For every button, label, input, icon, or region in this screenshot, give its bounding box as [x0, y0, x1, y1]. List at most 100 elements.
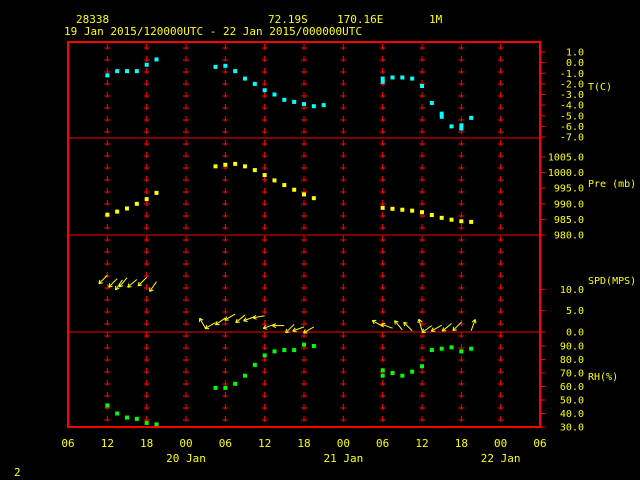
y-tick-label: 1005.0: [548, 153, 584, 164]
temperature-point: [252, 81, 257, 86]
rh-point: [292, 348, 297, 353]
y-tick-label: -2.0: [560, 79, 584, 90]
temperature-point: [410, 76, 415, 81]
pressure-point: [223, 162, 228, 167]
temperature-point: [223, 63, 228, 68]
temperature-axis-label: T(C): [588, 82, 612, 93]
wind-barb: [204, 322, 216, 330]
temperature-point: [115, 69, 120, 74]
rh-point: [469, 346, 474, 351]
x-day-label: 21 Jan: [323, 452, 363, 465]
grid-layer: [68, 44, 545, 428]
wind-barb: [285, 323, 295, 334]
x-day-label: 20 Jan: [166, 452, 206, 465]
wind-barb: [98, 274, 108, 285]
pressure-point: [233, 161, 238, 166]
pressure-point: [252, 168, 257, 173]
wind-barb: [380, 322, 393, 329]
x-tick-label: 00: [337, 437, 350, 450]
x-day-label: 22 Jan: [481, 452, 521, 465]
temperature-point: [105, 73, 110, 78]
wind-barb: [118, 277, 128, 288]
rh-point: [233, 381, 238, 386]
rh-point: [223, 385, 228, 390]
chart-header: 28338 72.19S 170.16E 1M 19 Jan 2015/1200…: [64, 13, 443, 38]
temperature-point: [420, 84, 424, 88]
x-tick-label: 12: [258, 437, 271, 450]
temperature-point: [321, 103, 326, 108]
pressure-point: [311, 196, 316, 201]
pressure-point: [380, 205, 385, 210]
y-tick-label: 5.0: [566, 306, 584, 317]
wind-barb: [127, 279, 138, 288]
y-tick-label: 990.0: [554, 199, 584, 210]
rh-axis-label: RH(%): [588, 372, 618, 383]
temperature-point: [380, 76, 385, 81]
station-id: 28338: [76, 13, 109, 26]
pressure-point: [400, 207, 405, 212]
pressure-point: [282, 183, 287, 188]
y-tick-label: 50.0: [560, 396, 584, 407]
x-tick-label: 06: [376, 437, 389, 450]
temperature-point: [449, 124, 454, 129]
pressure-point: [429, 213, 434, 218]
page-number: 2: [14, 466, 21, 479]
y-tick-label: 80.0: [560, 355, 584, 366]
wind-barb: [292, 326, 305, 333]
pressure-point: [292, 187, 297, 192]
wind-barb: [149, 281, 157, 292]
rh-point: [380, 373, 385, 378]
rh-point: [105, 403, 110, 408]
wind-barb: [224, 313, 236, 321]
x-tick-label: 00: [179, 437, 192, 450]
rh-point: [262, 353, 267, 358]
pressure-point: [243, 164, 247, 169]
pressure-point: [105, 212, 110, 217]
rh-point: [154, 422, 159, 427]
pressure-point: [459, 219, 464, 224]
wind-barb: [215, 317, 226, 326]
wind-barb: [115, 279, 123, 291]
pressure-point: [390, 206, 395, 211]
station-latitude: 72.19S: [268, 13, 308, 26]
x-tick-label: 18: [297, 437, 310, 450]
y-tick-label: 0.0: [566, 328, 584, 339]
rh-point: [115, 411, 120, 416]
y-tick-label: 1000.0: [548, 168, 584, 179]
wind-barb: [430, 324, 442, 332]
temperature-point: [272, 92, 277, 97]
y-tick-label: 1.0: [566, 48, 584, 59]
temperature-point: [429, 101, 434, 105]
temperature-point: [469, 115, 474, 120]
temperature-point: [459, 123, 464, 128]
temperature-point: [400, 75, 405, 80]
rh-point: [252, 362, 257, 367]
rh-point: [272, 349, 277, 354]
y-tick-label: 40.0: [560, 409, 584, 420]
wind-barb: [303, 326, 315, 334]
y-tick-label: -5.0: [560, 111, 584, 122]
wind-barb: [452, 321, 462, 332]
time-period: 19 Jan 2015/120000UTC - 22 Jan 2015/0000…: [64, 25, 362, 38]
temperature-point: [262, 88, 267, 93]
temperature-point: [439, 114, 444, 119]
wind-barb: [441, 323, 452, 332]
x-tick-label: 00: [494, 437, 507, 450]
y-tick-label: 995.0: [554, 184, 584, 195]
wind-barb: [470, 319, 477, 331]
pressure-point: [469, 219, 474, 224]
wind-barb: [421, 325, 433, 333]
rh-point: [420, 364, 424, 369]
temperature-point: [302, 102, 306, 107]
rh-point: [134, 416, 139, 421]
temperature-point: [282, 97, 287, 102]
pressure-point: [272, 178, 277, 183]
temperature-point: [390, 75, 395, 80]
rh-point: [243, 373, 247, 378]
temperature-point: [144, 62, 149, 67]
y-tick-label: 90.0: [560, 342, 584, 353]
wind-barb: [137, 277, 148, 287]
x-tick-label: 12: [101, 437, 114, 450]
pressure-point: [154, 190, 159, 195]
y-tick-label: 60.0: [560, 382, 584, 393]
